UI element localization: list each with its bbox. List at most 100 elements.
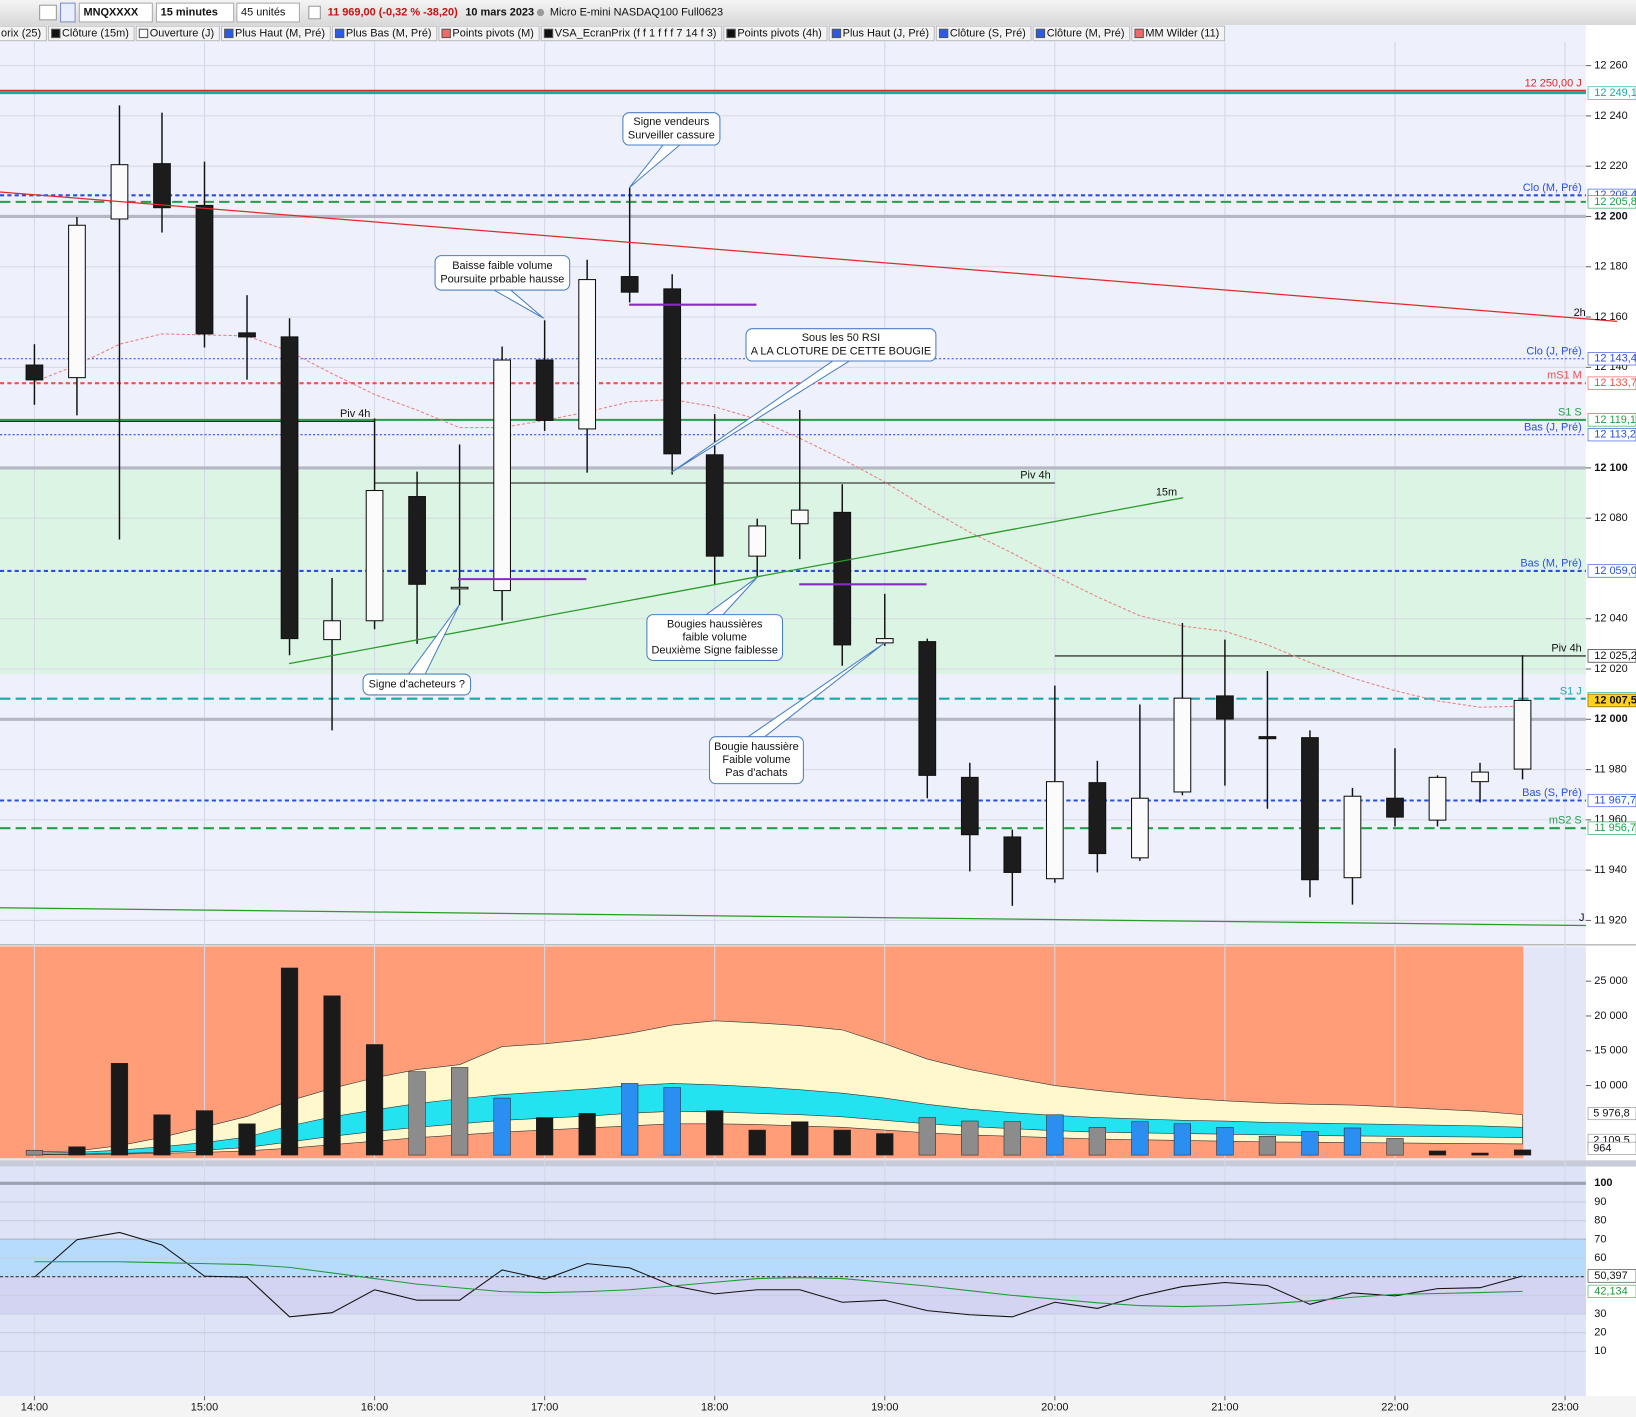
annotation-box (646, 614, 784, 662)
annotation: Signe d'acheteurs ? (362, 604, 472, 696)
candle-body (68, 224, 86, 379)
y-tick-label: 12 180 (1594, 261, 1627, 273)
candle-body (1045, 781, 1064, 880)
units: 45 unités (241, 6, 286, 18)
symbol-selector[interactable] (78, 2, 153, 23)
volume-bar (493, 1097, 511, 1156)
y-tick-label: 12 040 (1594, 613, 1627, 625)
annotation-pointer (670, 360, 850, 474)
x-tick-label: 17:00 (531, 1401, 558, 1413)
indicator-label: Points pivots (M) (452, 27, 533, 39)
indicator-item (1032, 25, 1131, 42)
indicator-item (540, 25, 723, 42)
period-selector[interactable] (155, 2, 235, 23)
last-price: 12 007,5 (1594, 694, 1636, 706)
volume-bar (68, 1146, 86, 1156)
indicator-swatch (1035, 28, 1046, 39)
y-tick-label: 90 (1594, 1196, 1606, 1208)
y-tick-label: 15 000 (1594, 1045, 1627, 1057)
indicator-item (135, 25, 220, 42)
y-tick-label: 60 (1594, 1252, 1606, 1264)
candle-body (578, 279, 597, 430)
y-tick-label: 100 (1594, 1177, 1612, 1189)
rsi-line (34, 1261, 1523, 1308)
candle-body (1513, 699, 1532, 770)
level-value: 11 956,7 (1594, 822, 1636, 834)
annotation-text: A LA CLOTURE DE CETTE BOUGIE (751, 345, 932, 357)
info-button[interactable] (308, 5, 321, 20)
volume-bar (706, 1110, 724, 1156)
level-name: S1 J (1560, 685, 1582, 697)
y-tick-label: 12 220 (1594, 160, 1627, 172)
candle-body (1301, 737, 1319, 881)
time-axis (0, 1396, 1636, 1417)
pivot-name: Piv 4h (1551, 643, 1581, 655)
indicator-label: Clôture (M, Pré) (1047, 27, 1125, 39)
level-value: 12 113,2 (1594, 429, 1636, 441)
period: 15 minutes (161, 6, 218, 18)
candle-body (1343, 795, 1362, 879)
candle-body (25, 364, 44, 381)
tool-button[interactable] (59, 2, 76, 23)
volume-value: 964 (1593, 1142, 1611, 1154)
annotation-text: Pas d'achats (725, 767, 788, 779)
level-name: Bas (J, Pré) (1524, 421, 1582, 433)
indicator-item (438, 25, 540, 42)
indicator-item (220, 25, 331, 42)
y-tick-label: 70 (1594, 1233, 1606, 1245)
indicator-swatch (938, 28, 949, 39)
separator (0, 1160, 1636, 1167)
indicator-swatch (334, 28, 345, 39)
volume-bar (1003, 1121, 1021, 1156)
candle-body (238, 332, 256, 338)
volume-bar (280, 967, 299, 1156)
line-label: 15m (1156, 486, 1177, 498)
candle-body (110, 164, 129, 220)
chart-type-button[interactable] (39, 4, 57, 21)
volume-bar (153, 1114, 171, 1156)
y-tick-label: 11 940 (1594, 864, 1627, 876)
volume-bar (536, 1117, 554, 1156)
annotation-pointer (493, 289, 544, 319)
annotation-text: Faible volume (722, 754, 790, 766)
indicator-item (723, 25, 828, 42)
y-tick-label: 10 (1594, 1345, 1606, 1357)
indicator-label: Plus Haut (M, Pré) (235, 27, 325, 39)
annotation-box (708, 736, 804, 785)
annotation-text: Sous les 50 RSI (802, 332, 880, 344)
indicator-label: Clôture (15m) (62, 27, 129, 39)
candle-body (875, 638, 894, 644)
y-tick-label: 80 (1594, 1215, 1606, 1227)
y-tick-label: 20 000 (1594, 1010, 1627, 1022)
volume-bar (791, 1121, 809, 1156)
candle-body (748, 525, 767, 557)
volume-bar (1343, 1127, 1362, 1156)
indicator-label: orix (25) (1, 27, 41, 39)
x-tick-label: 23:00 (1551, 1401, 1578, 1413)
indicator-swatch (726, 28, 736, 39)
candle-body (195, 204, 214, 335)
y-tick-label: 12 240 (1594, 110, 1627, 122)
annotation-pointer (706, 576, 758, 616)
candle-body (153, 163, 171, 209)
candle-body (1471, 771, 1489, 783)
trend-line (0, 191, 1618, 323)
volume-bar (323, 995, 341, 1156)
volume-bar (1428, 1150, 1447, 1156)
candle-body (1131, 797, 1149, 859)
x-tick-label: 19:00 (871, 1401, 898, 1413)
x-tick-label: 16:00 (361, 1401, 388, 1413)
annotation-text: Poursuite prbable hausse (440, 273, 564, 285)
level-name: 12 250,00 J (1525, 77, 1582, 89)
volume-bar (1513, 1149, 1532, 1156)
level-name: Bas (M, Pré) (1520, 558, 1581, 570)
x-tick-label: 14:00 (21, 1401, 48, 1413)
volume-value: 5 976,8 (1593, 1107, 1629, 1119)
units-selector[interactable] (236, 2, 300, 23)
annotation-text: Baisse faible volume (452, 260, 552, 272)
volume-bar (663, 1087, 681, 1156)
candle-body (1386, 797, 1404, 818)
annotation-box (362, 673, 472, 696)
